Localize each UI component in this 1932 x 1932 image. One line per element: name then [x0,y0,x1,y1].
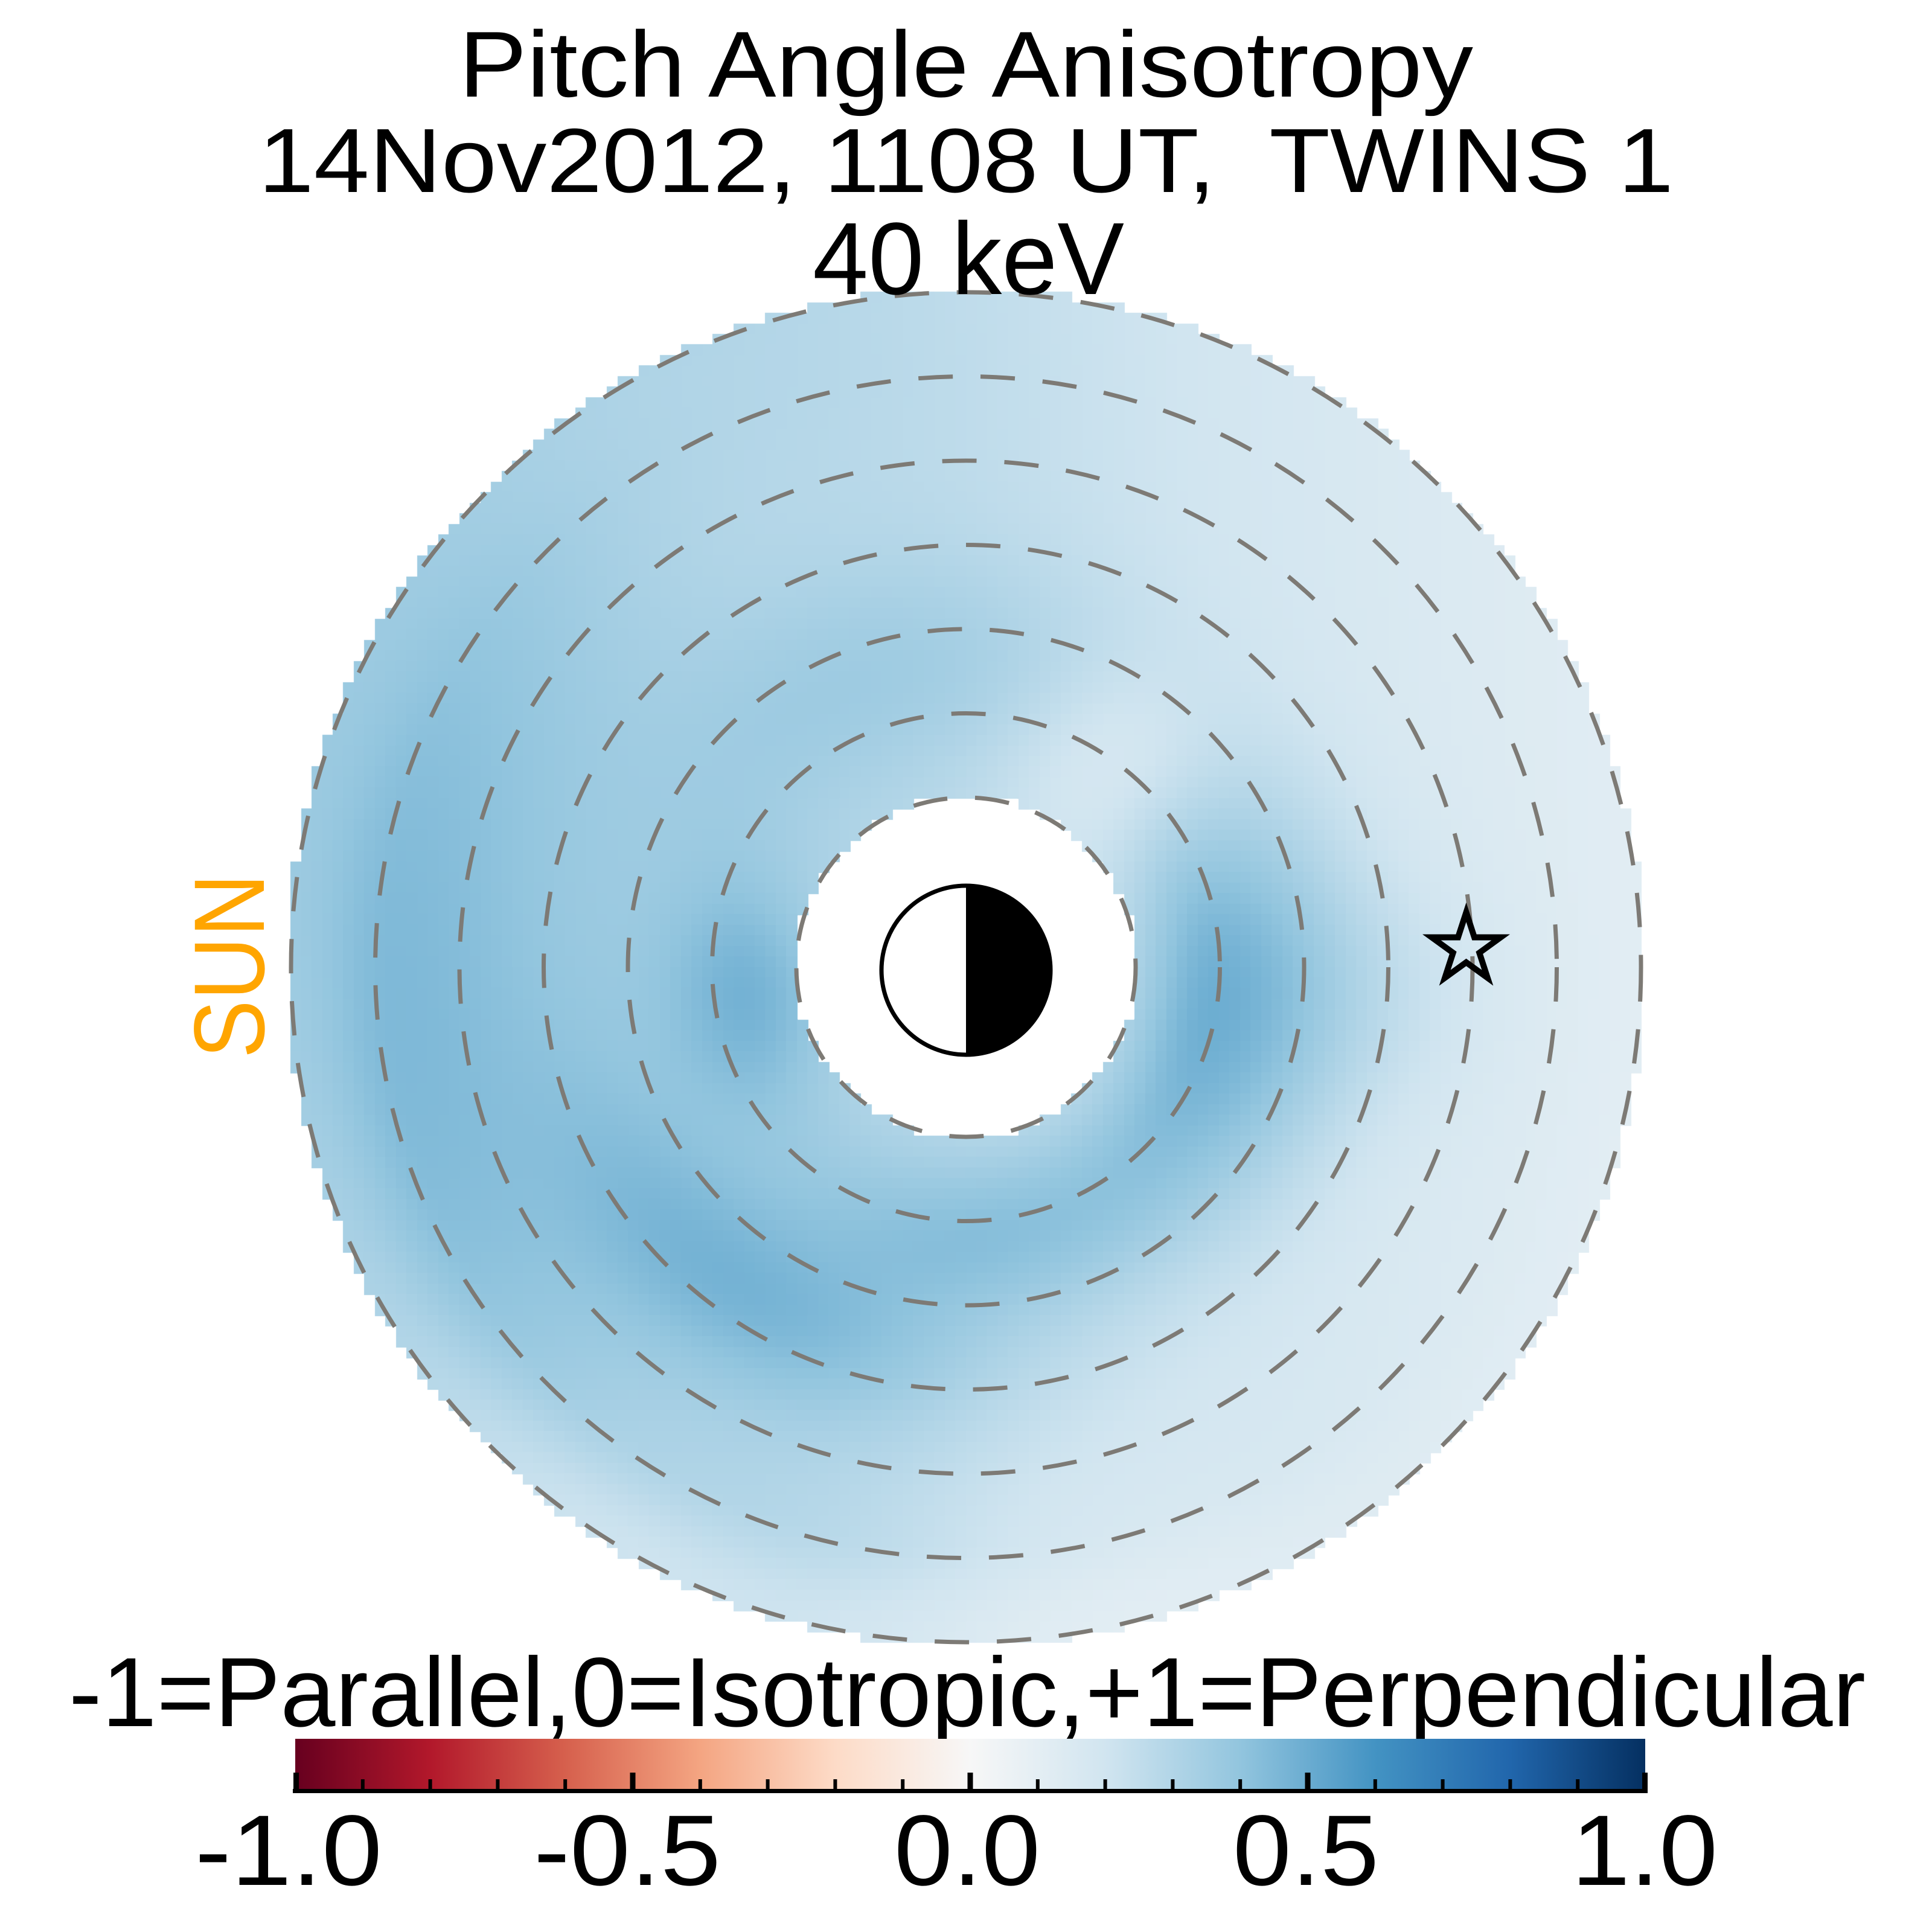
svg-text:-1=Parallel,0=Isotropic,+1=Per: -1=Parallel,0=Isotropic,+1=Perpendicular [69,1637,1866,1747]
svg-text:-0.5: -0.5 [534,1795,721,1907]
svg-text:1.0: 1.0 [1572,1795,1718,1907]
svg-text:40 keV: 40 keV [813,202,1124,316]
svg-text:-1.0: -1.0 [195,1795,382,1907]
svg-text:SUN: SUN [174,874,286,1058]
svg-text:14Nov2012, 1108 UT, TWINS 1: 14Nov2012, 1108 UT, TWINS 1 [258,109,1674,211]
svg-text:0.0: 0.0 [894,1795,1040,1907]
svg-text:Pitch Angle Anisotropy: Pitch Angle Anisotropy [459,12,1474,117]
svg-text:0.5: 0.5 [1233,1795,1379,1907]
